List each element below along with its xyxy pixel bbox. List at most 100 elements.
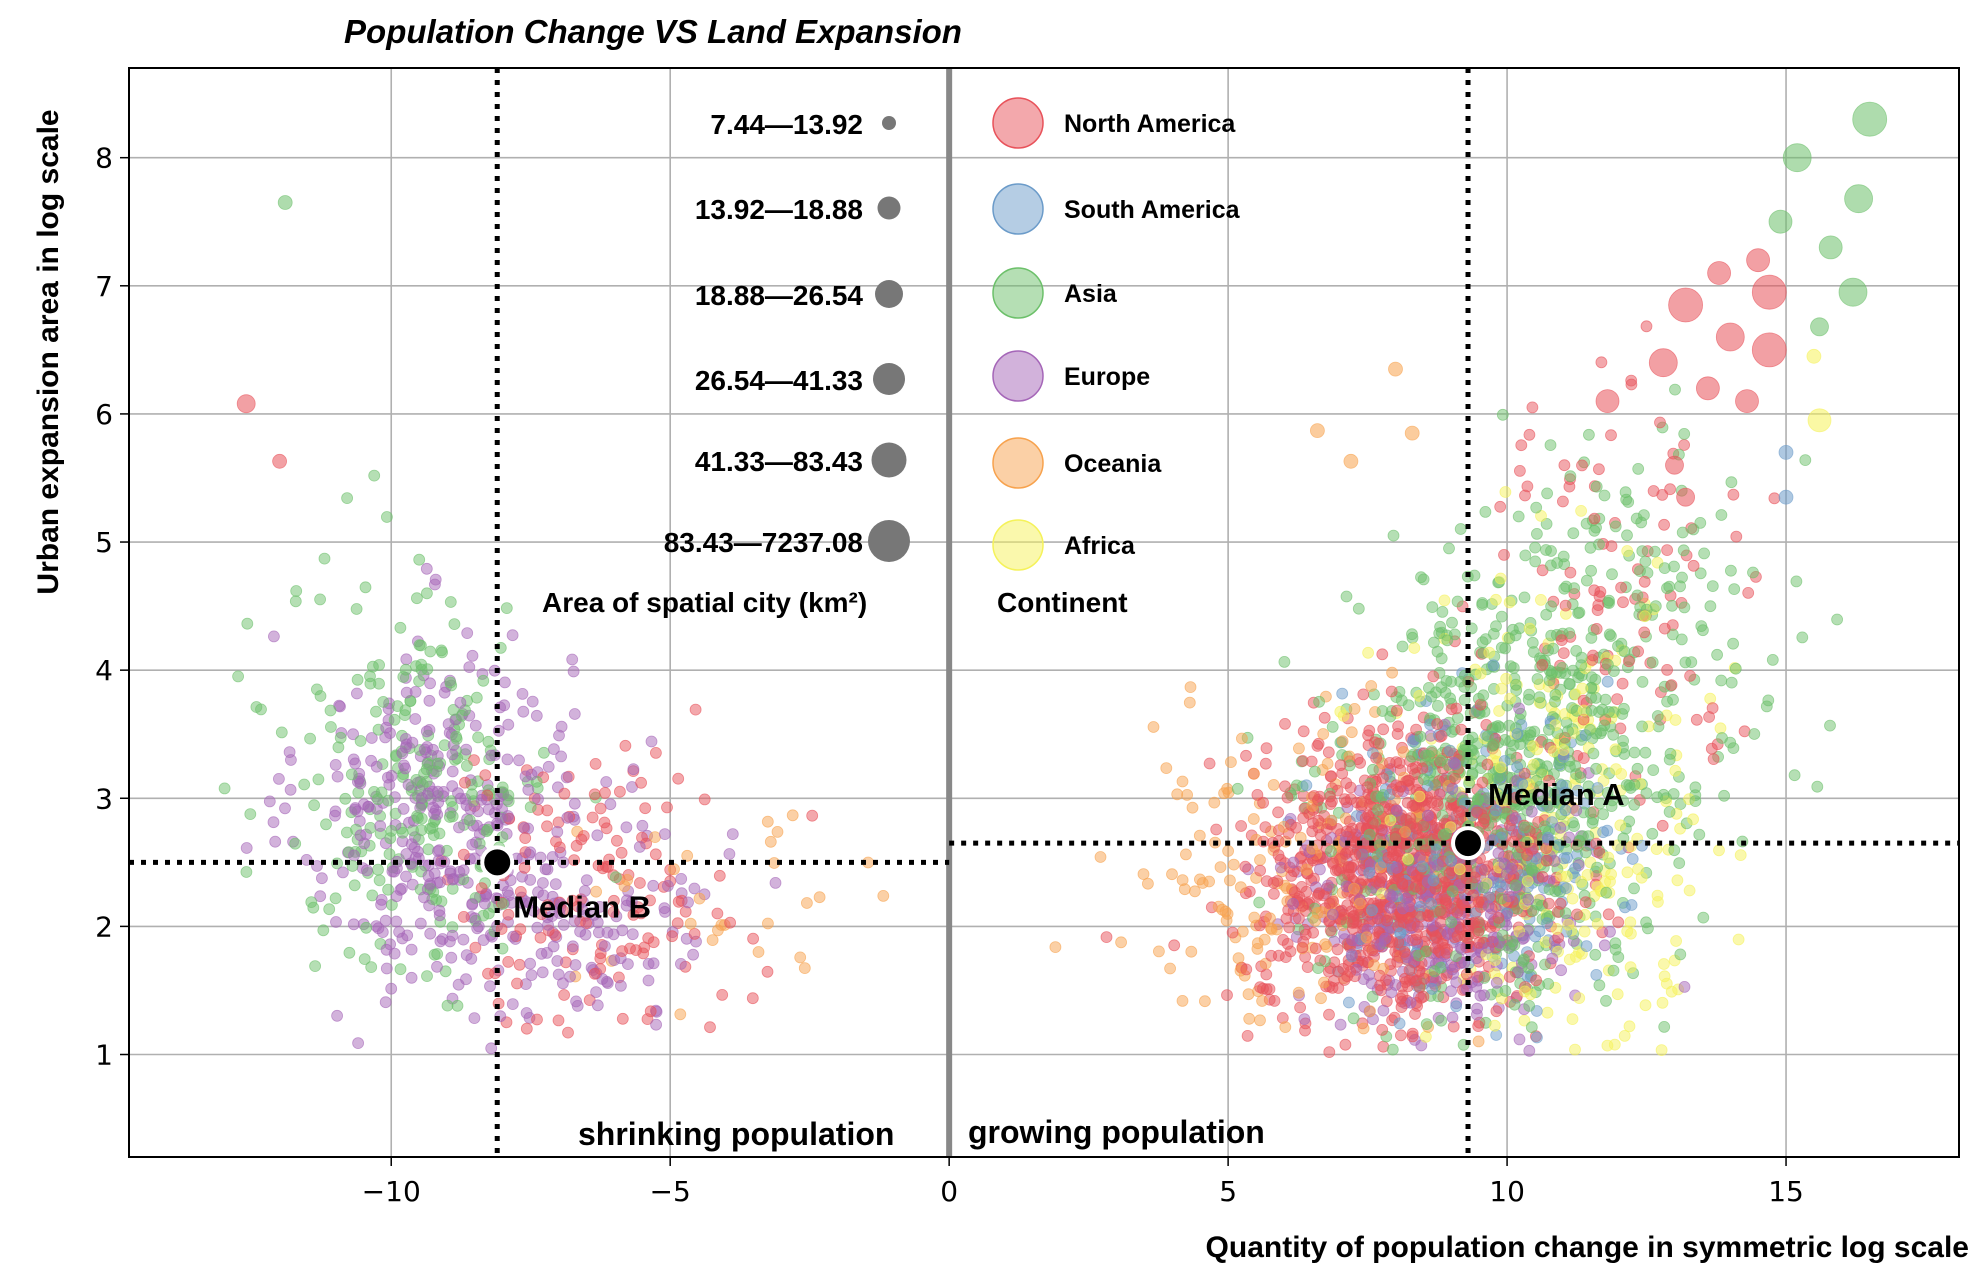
data-point: [1214, 861, 1227, 873]
data-point: [1606, 568, 1618, 581]
data-point: [354, 829, 367, 842]
data-point: [542, 760, 555, 773]
data-point: [535, 947, 548, 960]
data-point: [365, 961, 378, 973]
data-point: [348, 879, 361, 892]
data-point: [590, 986, 602, 998]
data-point: [571, 1000, 584, 1012]
data-point: [1434, 905, 1447, 918]
data-point: [1320, 823, 1333, 836]
data-point: [1564, 470, 1577, 483]
data-point: [454, 696, 467, 709]
data-point: [1796, 631, 1809, 644]
data-point: [244, 808, 257, 820]
data-point: [1394, 927, 1407, 939]
data-point: [1504, 692, 1516, 705]
data-point: [1451, 930, 1464, 942]
continent-legend-marker: [992, 97, 1044, 149]
data-point: [1621, 545, 1634, 557]
data-point: [405, 971, 418, 984]
data-point: [1585, 671, 1598, 684]
data-point: [1601, 1039, 1614, 1052]
data-point: [1729, 662, 1742, 675]
data-point: [1310, 423, 1325, 439]
data-point: [1210, 823, 1223, 836]
data-point: [1579, 846, 1592, 859]
data-point: [370, 705, 382, 718]
data-point: [400, 653, 413, 666]
data-point: [1559, 907, 1572, 919]
data-point: [1189, 885, 1201, 898]
data-point: [1628, 882, 1640, 895]
data-point: [1360, 931, 1373, 944]
data-point: [642, 974, 655, 987]
data-point: [424, 645, 437, 658]
data-point: [675, 873, 688, 885]
data-point: [1559, 804, 1572, 817]
data-point: [354, 735, 367, 747]
data-point: [537, 877, 549, 889]
data-point: [538, 746, 550, 759]
annotation-shrinking: shrinking population: [578, 1116, 894, 1152]
data-point: [375, 786, 388, 799]
data-point: [668, 863, 680, 876]
median-b-label: Median B: [513, 889, 651, 924]
data-point: [1507, 739, 1520, 752]
data-point: [460, 743, 473, 756]
y-tick-label: 7: [95, 270, 113, 303]
size-legend-label: 26.54—41.33: [695, 365, 863, 396]
data-point: [1347, 1012, 1360, 1025]
data-point: [558, 787, 571, 800]
data-point: [1409, 1008, 1421, 1020]
data-point: [427, 829, 440, 841]
size-legend: 7.44—13.92 13.92—18.88 18.88—26.54 26.54—41…: [542, 109, 910, 618]
data-point: [1292, 986, 1305, 999]
data-point: [457, 848, 470, 861]
data-point: [463, 661, 476, 673]
data-point: [1455, 805, 1468, 818]
size-legend-label: 13.92—18.88: [695, 194, 863, 225]
data-point: [1254, 854, 1266, 866]
data-point: [1458, 694, 1471, 706]
data-point: [1444, 744, 1456, 757]
data-point: [1363, 969, 1375, 981]
data-point: [1346, 934, 1358, 947]
data-point: [1725, 564, 1737, 577]
data-point: [1687, 559, 1700, 572]
y-tick-label: 2: [95, 910, 113, 943]
data-point: [388, 865, 401, 878]
data-point: [1607, 964, 1620, 977]
data-point: [1545, 559, 1557, 572]
data-point: [726, 828, 739, 840]
data-point: [435, 644, 448, 657]
data-point: [428, 807, 441, 820]
data-point: [454, 792, 467, 805]
data-point: [1545, 600, 1557, 613]
data-point: [1607, 728, 1620, 741]
data-point: [1519, 549, 1532, 562]
y-axis-ticks: 1 2 3 4 5 6 7 8: [95, 142, 129, 1072]
data-point: [1479, 864, 1491, 876]
data-point: [1477, 689, 1490, 702]
data-point: [446, 873, 459, 886]
data-point: [1563, 953, 1576, 966]
data-point: [1318, 711, 1331, 724]
data-point: [1523, 1000, 1536, 1012]
data-point: [1624, 916, 1637, 929]
data-point: [1728, 583, 1741, 595]
data-point: [1408, 768, 1421, 781]
data-point: [586, 811, 599, 824]
data-point: [1602, 851, 1615, 864]
data-point: [1670, 935, 1682, 947]
data-point: [324, 721, 337, 733]
annotation-growing: growing population: [968, 1114, 1265, 1150]
data-point: [599, 787, 611, 799]
data-point: [1541, 1006, 1554, 1019]
data-point: [1311, 889, 1324, 902]
data-point: [1374, 979, 1386, 992]
data-point: [1588, 524, 1601, 537]
data-point: [1494, 880, 1507, 893]
data-point: [1450, 1000, 1462, 1013]
data-point: [1597, 826, 1609, 839]
data-point: [1498, 549, 1510, 561]
